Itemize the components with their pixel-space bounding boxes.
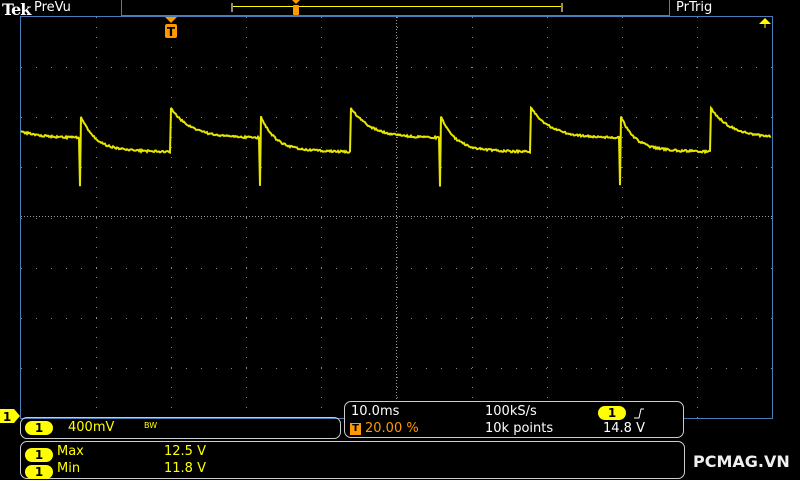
time-per-div: 10.0ms [351,404,399,419]
trigger-level: 14.8 V [603,421,645,436]
measurements-panel: 1 Max 12.5 V 1 Min 11.8 V [20,441,685,479]
rising-edge-icon [633,407,645,419]
measurement-row: 1 Min 11.8 V [25,461,53,480]
horizontal-trigger-panel[interactable]: 10.0ms T 20.00 % 100kS/s 10k points 1 14… [344,401,684,438]
record-length: 10k points [485,421,553,436]
trigger-level-marker [759,18,771,28]
sample-rate: 100kS/s [485,404,537,419]
graticule-grid [21,17,772,418]
trigger-position-marker: T [165,17,177,39]
channel1-badge: 1 [25,421,53,435]
bandwidth-limit-icon: BW [144,421,157,430]
vertical-scale: 400mV [68,420,114,435]
trigger-position: 20.00 % [365,421,419,436]
channel1-settings[interactable]: 1 400mV BW [20,417,341,439]
channel1-ground-marker: 1 [0,409,20,424]
trigger-source-badge: 1 [598,406,626,420]
svg-text:1: 1 [3,410,11,424]
watermark: PCMAG.VN [693,452,790,471]
svg-text:T: T [167,25,176,39]
trigger-position-icon: T [350,423,361,435]
